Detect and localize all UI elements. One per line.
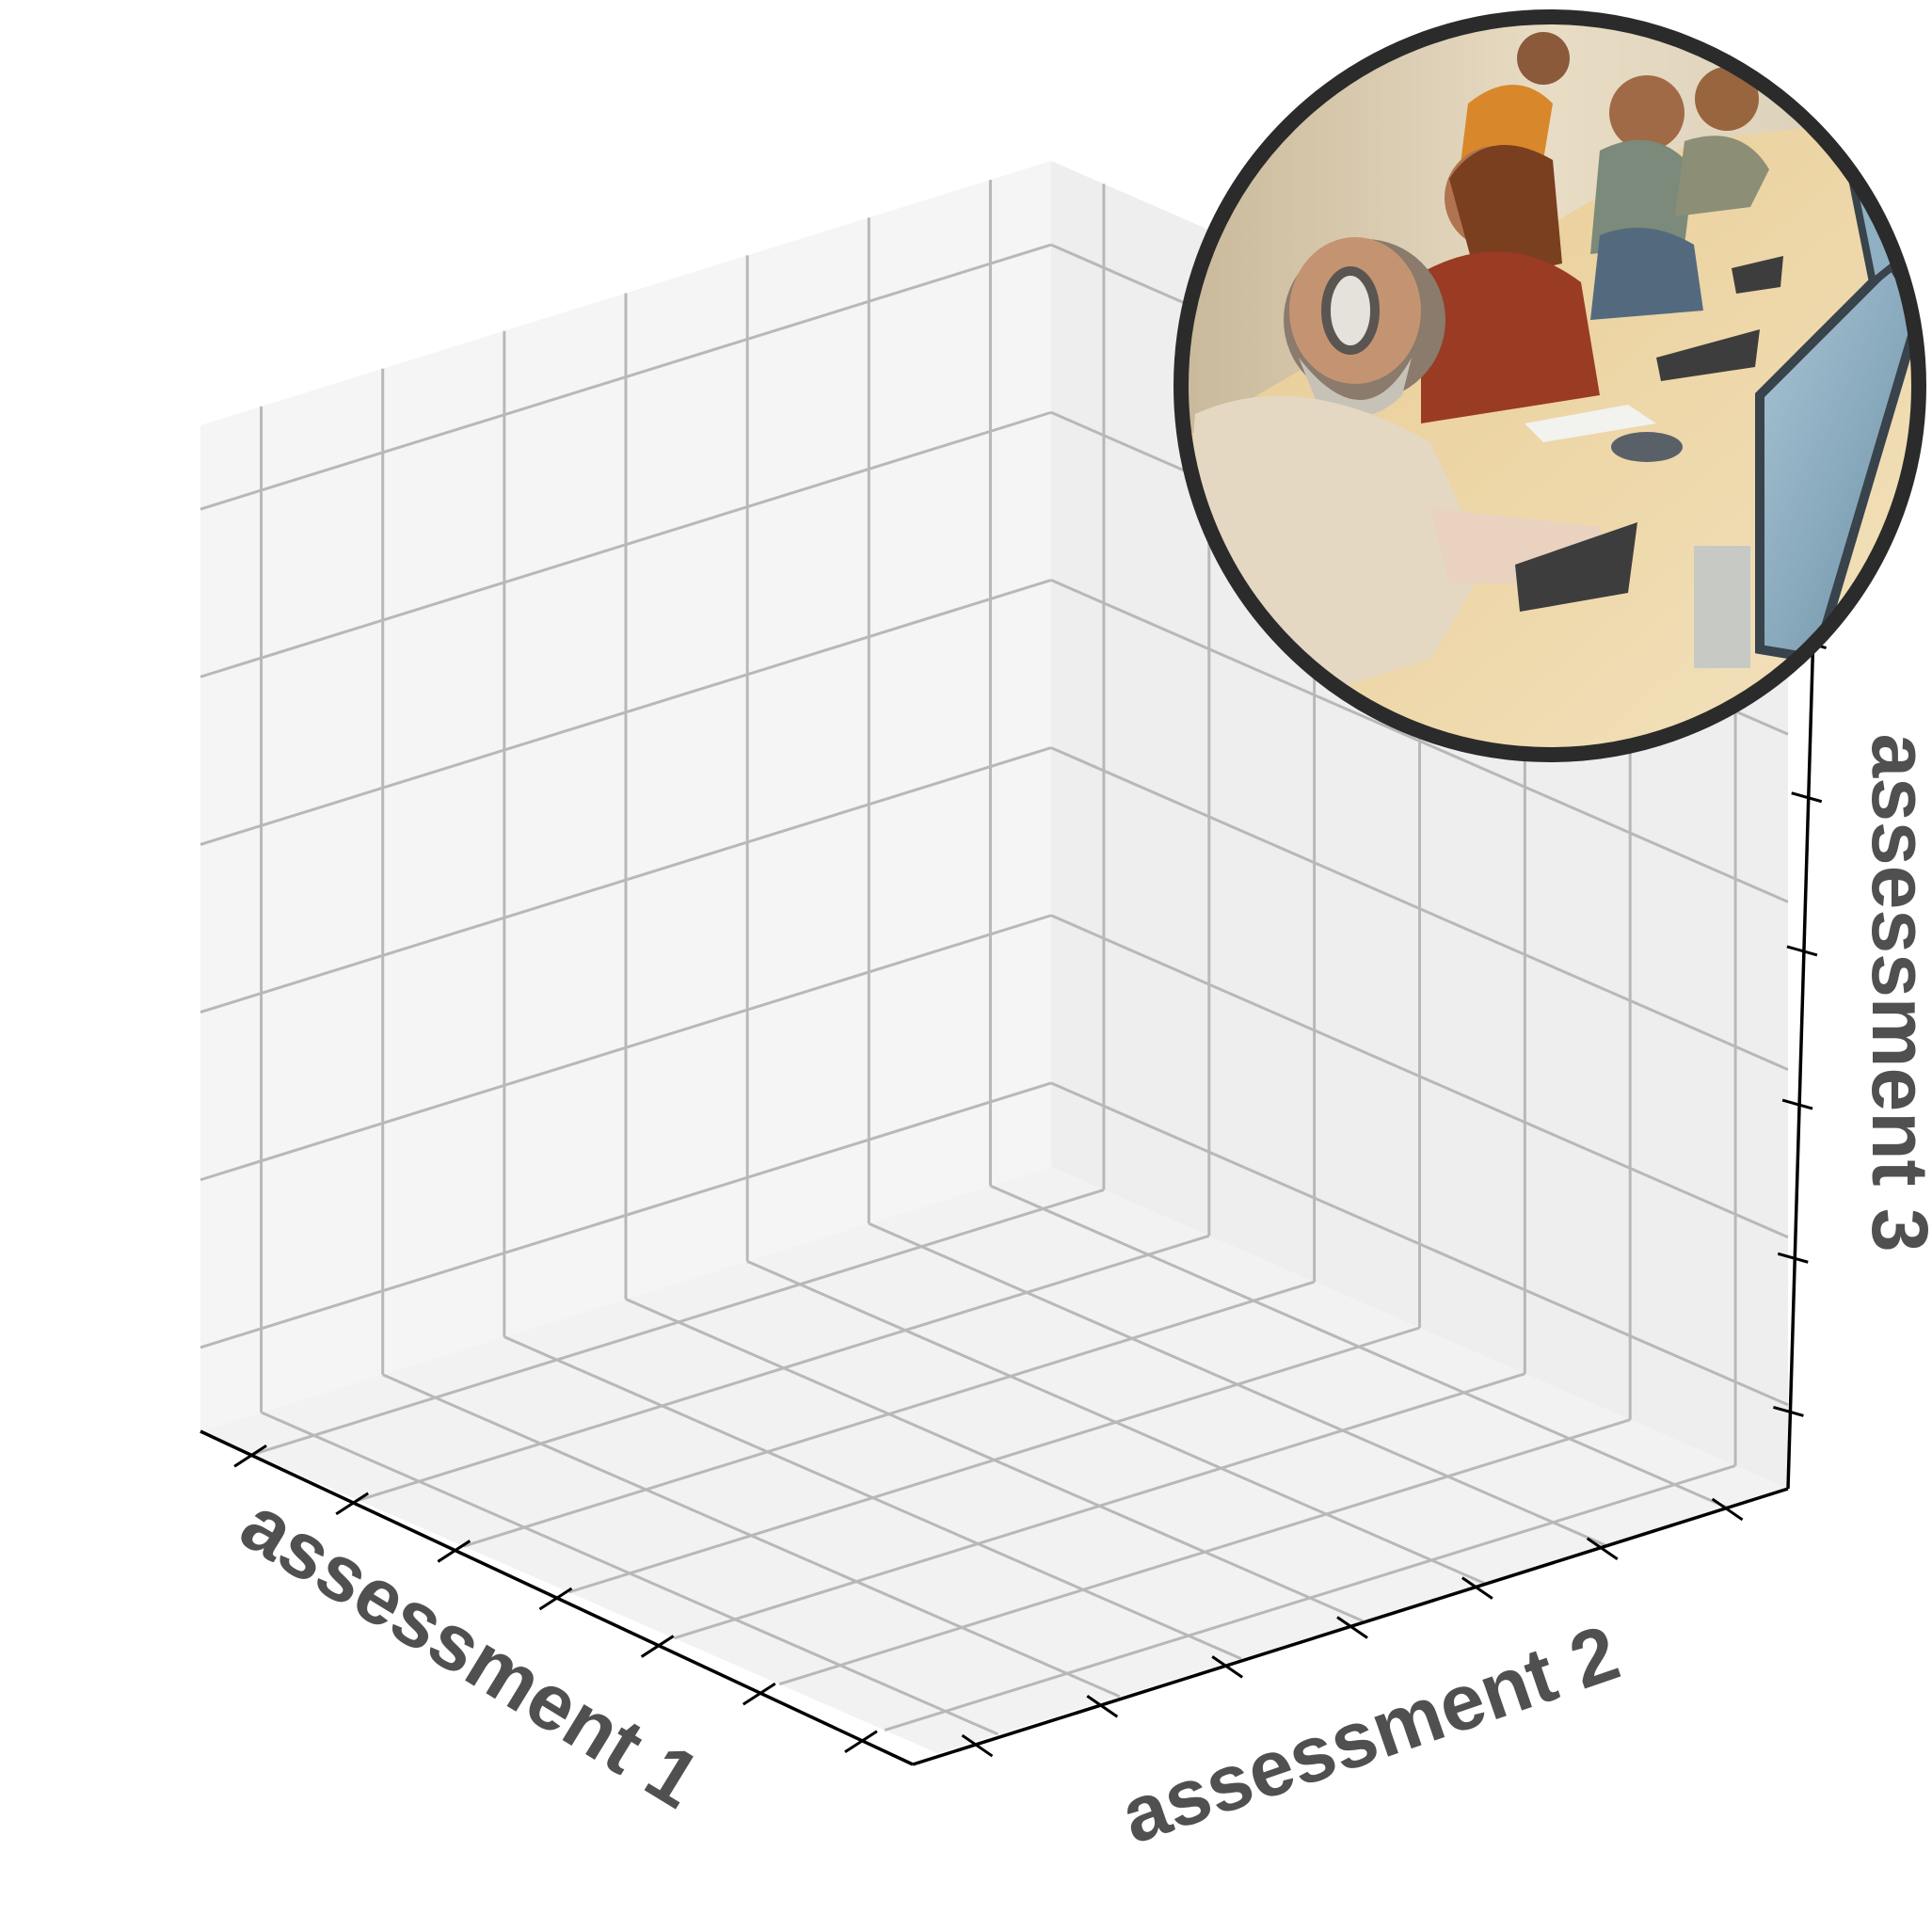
- y-axis-tick: [1336, 1616, 1368, 1639]
- gridline-y-floor: [252, 1188, 1105, 1456]
- y-axis-tick: [1211, 1655, 1243, 1679]
- gridline-z-left: [200, 578, 1052, 846]
- chart-grid: [200, 180, 1789, 1736]
- y-axis-tick: [1586, 1537, 1619, 1561]
- inset-frame: [1174, 9, 1926, 762]
- gridline-y-floor: [673, 1372, 1525, 1640]
- x-axis-tick: [233, 1444, 267, 1468]
- gridline-y-floor: [568, 1326, 1420, 1594]
- gridline-y-floor: [778, 1418, 1631, 1686]
- gridline-z-left: [200, 1081, 1052, 1349]
- gridline-y-floor: [463, 1280, 1316, 1548]
- gridline-z-right: [1050, 746, 1789, 1071]
- gridline-z-left: [200, 914, 1052, 1182]
- inset-image: [1174, 9, 1926, 762]
- z-axis-tick: [1773, 1405, 1804, 1417]
- gridline-z-right: [1050, 1081, 1789, 1407]
- gridline-z-left: [200, 746, 1052, 1014]
- y-axis-tick: [1086, 1694, 1119, 1718]
- z-axis-line: [1786, 567, 1817, 1490]
- x-axis-tick: [538, 1587, 573, 1611]
- chart-axes: [200, 567, 1827, 1766]
- gridline-y-floor: [884, 1464, 1736, 1732]
- x-axis-tick: [742, 1682, 776, 1706]
- gridline-z-left: [200, 243, 1052, 511]
- z-axis-title: assessment 3: [1856, 733, 1932, 1252]
- gridline-z-right: [1050, 579, 1789, 903]
- gridline-z-right: [1050, 914, 1789, 1239]
- y-axis-tick: [1711, 1497, 1744, 1522]
- photo-icon: [1181, 17, 1919, 755]
- x-axis-tick: [844, 1730, 878, 1753]
- x-axis-tick: [335, 1492, 370, 1516]
- y-axis-tick: [961, 1733, 994, 1758]
- y-axis-tick: [1461, 1576, 1493, 1600]
- gridline-z-left: [200, 410, 1052, 678]
- z-axis-tick: [1777, 1252, 1809, 1264]
- gridline-y-floor: [358, 1234, 1210, 1502]
- x-axis-tick: [437, 1540, 471, 1563]
- z-axis-tick: [1781, 1098, 1813, 1110]
- x-axis-tick: [640, 1635, 675, 1658]
- z-axis-tick: [1786, 945, 1818, 957]
- z-axis-tick: [1791, 791, 1823, 804]
